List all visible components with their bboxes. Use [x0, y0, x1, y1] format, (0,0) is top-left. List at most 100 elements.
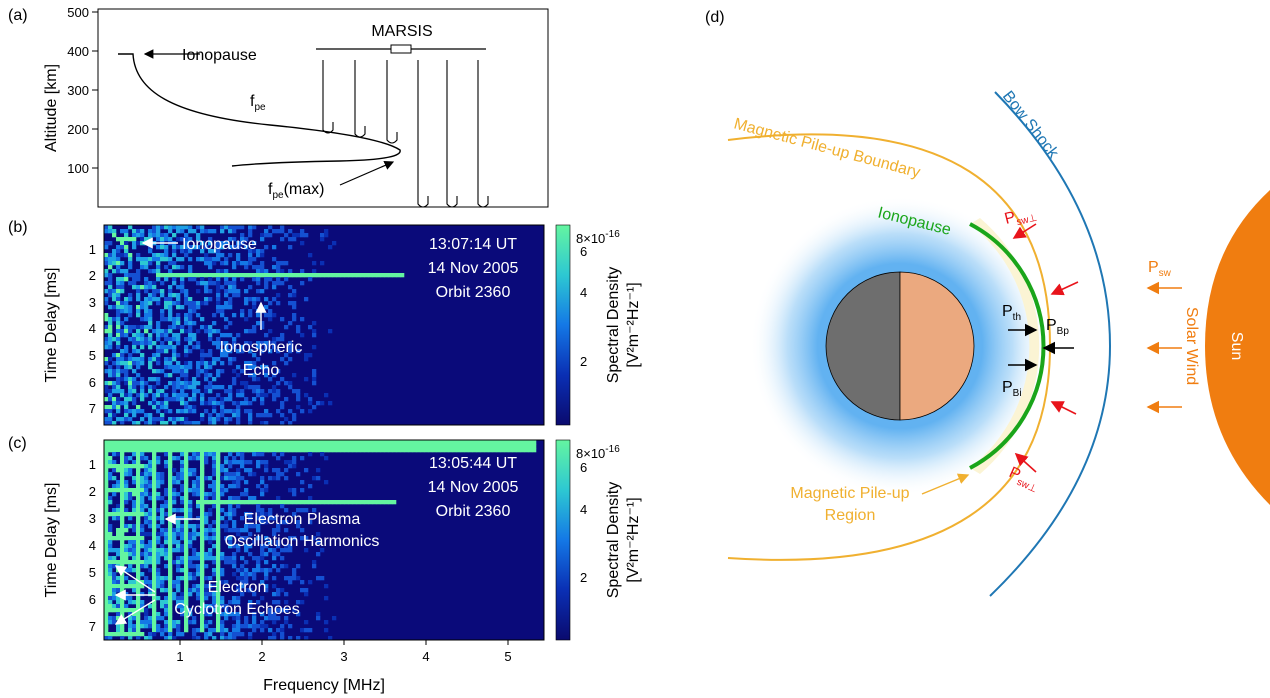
spectrogram-cell [180, 452, 185, 457]
spectrogram-cell [136, 588, 141, 593]
spectrogram-cell [168, 452, 173, 457]
spectrogram-cell [144, 624, 149, 629]
spectrogram-cell [180, 444, 185, 449]
spectrogram-cell [268, 612, 273, 617]
spectrogram-cell [192, 488, 197, 493]
spectrogram-cell [152, 528, 157, 533]
spectrogram-cell [144, 309, 149, 314]
spectrogram-cell [168, 325, 173, 330]
spectrogram-cell [168, 612, 173, 617]
spectrogram-cell [216, 624, 221, 629]
spectrogram-cell [236, 293, 241, 298]
spectrogram-cell [272, 341, 277, 346]
spectrogram-cell [208, 365, 213, 370]
spectrogram-cell [124, 241, 129, 246]
spectrogram-cell [380, 273, 385, 278]
spectrogram-cell [172, 620, 177, 625]
spectrogram-cell [164, 233, 169, 238]
spectrogram-cell [148, 357, 153, 362]
spectrogram-cell [212, 532, 217, 537]
spectrogram-cell [280, 269, 285, 274]
spectrogram-cell [228, 496, 233, 501]
spectrogram-cell [152, 576, 157, 581]
spectrogram-cell [520, 444, 525, 449]
spectrogram-cell [212, 484, 217, 489]
spectrogram-cell [504, 448, 509, 453]
spectrogram-cell [492, 440, 497, 445]
spectrogram-cell [216, 249, 221, 254]
spectrogram-cell [108, 293, 113, 298]
spectrogram-cell [136, 504, 141, 509]
spectrogram-cell [216, 357, 221, 362]
spectrogram-cell [156, 389, 161, 394]
spectrogram-cell [424, 440, 429, 445]
spectrogram-cell [276, 229, 281, 234]
spectrogram-cell [244, 624, 249, 629]
spectrogram-cell [252, 444, 257, 449]
spectrogram-cell [148, 269, 153, 274]
spectrogram-cell [532, 448, 537, 453]
spectrogram-cell [200, 361, 205, 366]
spectrogram-cell [236, 596, 241, 601]
spectrogram-cell [220, 604, 225, 609]
spectrogram-cell [192, 409, 197, 414]
spectrogram-cell [388, 440, 393, 445]
spectrogram-cell [344, 273, 349, 278]
spectrogram-cell [132, 560, 137, 565]
spectrogram-cell [280, 333, 285, 338]
spectrogram-cell [176, 257, 181, 262]
spectrogram-cell [176, 361, 181, 366]
spectrogram-cell [104, 552, 109, 557]
spectrogram-cell [184, 337, 189, 342]
spectrogram-cell [228, 464, 233, 469]
spectrogram-cell [148, 580, 153, 585]
spectrogram-cell [184, 624, 189, 629]
spectrogram-cell [240, 440, 245, 445]
spectrogram-cell [244, 317, 249, 322]
spectrogram-cell [380, 500, 385, 505]
spectrogram-cell [248, 604, 253, 609]
spectrogram-cell [248, 524, 253, 529]
spectrogram-cell [112, 596, 117, 601]
spectrogram-cell [164, 532, 169, 537]
spectrogram-cell [148, 413, 153, 418]
spectrogram-cell [136, 305, 141, 310]
spectrogram-cell [460, 440, 465, 445]
spectrogram-cell [156, 628, 161, 633]
spectrogram-cell [280, 564, 285, 569]
spectrogram-cell [232, 341, 237, 346]
spectrogram-cell [144, 532, 149, 537]
spectrogram-cell [176, 532, 181, 537]
spectrogram-cell [236, 544, 241, 549]
spectrogram-cell [136, 616, 141, 621]
spectrogram-cell [188, 309, 193, 314]
spectrogram-cell [104, 253, 109, 258]
spectrogram-cell [468, 444, 473, 449]
spectrogram-cell [164, 345, 169, 350]
spectrogram-cell [276, 269, 281, 274]
spectrogram-cell [216, 301, 221, 306]
spectrogram-cell [152, 628, 157, 633]
spectrogram-cell [276, 476, 281, 481]
spectrogram-cell [484, 444, 489, 449]
spectrogram-cell [176, 476, 181, 481]
c-date: 14 Nov 2005 [428, 479, 519, 496]
spectrogram-cell [300, 269, 305, 274]
spectrogram-cell [312, 373, 317, 378]
spectrogram-cell [152, 500, 157, 505]
spectrogram-cell [308, 325, 313, 330]
spectrogram-cell [212, 492, 217, 497]
spectrogram-cell [196, 281, 201, 286]
spectrogram-cell [252, 353, 257, 358]
spectrogram-cell [236, 528, 241, 533]
spectrogram-cell [116, 552, 121, 557]
spectrogram-cell [216, 588, 221, 593]
spectrogram-cell [192, 552, 197, 557]
spectrogram-cell [136, 309, 141, 314]
spectrogram-cell [112, 620, 117, 625]
spectrogram-cell [316, 468, 321, 473]
solar-wind-label: Solar Wind [1183, 307, 1200, 385]
spectrogram-cell [292, 417, 297, 422]
sun-shape [1205, 190, 1270, 505]
spectrogram-cell [212, 636, 217, 641]
